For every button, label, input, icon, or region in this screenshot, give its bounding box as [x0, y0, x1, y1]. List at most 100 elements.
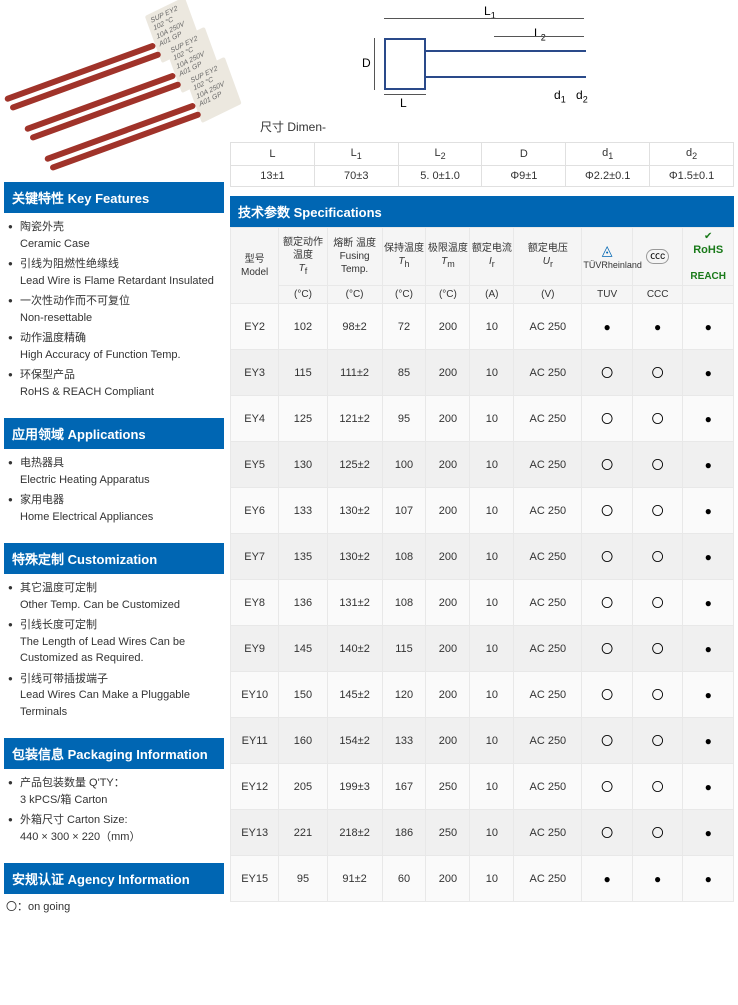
dim-col-header: L1	[314, 143, 398, 166]
dim-col-header: L	[231, 143, 315, 166]
cell-rohs: ●	[683, 764, 734, 810]
cell-model: EY10	[231, 672, 279, 718]
dim-value: 5. 0±1.0	[398, 166, 482, 187]
cell-model: EY5	[231, 442, 279, 488]
cell-th: 120	[382, 672, 426, 718]
cell-th: 108	[382, 580, 426, 626]
cell-th: 108	[382, 534, 426, 580]
cell-ur: AC 250	[514, 672, 582, 718]
cell-ccc: ●	[632, 304, 683, 350]
cell-ur: AC 250	[514, 488, 582, 534]
dim-d1: d1	[554, 88, 566, 104]
list-item: 引线可带插拔端子Lead Wires Can Make a Pluggable …	[6, 671, 222, 721]
cell-tuv: 〇	[582, 396, 633, 442]
cell-tm: 200	[426, 304, 470, 350]
table-row: EY8136131±210820010AC 250〇〇●	[231, 580, 734, 626]
cell-ccc: 〇	[632, 672, 683, 718]
cell-th: 72	[382, 304, 426, 350]
cell-th: 95	[382, 396, 426, 442]
dimension-table: LL1L2Dd1d2 13±170±35. 0±1.0Φ9±1Φ2.2±0.1Φ…	[230, 142, 734, 187]
cell-tm: 200	[426, 718, 470, 764]
cell-model: EY2	[231, 304, 279, 350]
product-image: SUP EY2102 °C10A 250VA01 GP SUP EY2102 °…	[4, 4, 204, 174]
cell-ccc: 〇	[632, 396, 683, 442]
cell-ccc: 〇	[632, 718, 683, 764]
dim-value: Φ9±1	[482, 166, 566, 187]
cell-tm: 200	[426, 626, 470, 672]
cell-fusing: 154±2	[327, 718, 382, 764]
cell-rohs: ●	[683, 856, 734, 902]
cell-tf: 136	[279, 580, 327, 626]
list-item: 环保型产品RoHS & REACH Compliant	[6, 367, 222, 400]
specs-header: 技术参数 Specifications	[230, 196, 734, 227]
cell-tf: 135	[279, 534, 327, 580]
cell-fusing: 145±2	[327, 672, 382, 718]
cell-ur: AC 250	[514, 534, 582, 580]
cell-ur: AC 250	[514, 810, 582, 856]
cell-ur: AC 250	[514, 764, 582, 810]
list-item: 家用电器Home Electrical Appliances	[6, 492, 222, 525]
dim-D: D	[362, 56, 371, 70]
agency-legend: 〇：on going	[4, 894, 224, 918]
cell-model: EY15	[231, 856, 279, 902]
cell-ir: 10	[470, 626, 514, 672]
cell-tf: 130	[279, 442, 327, 488]
applications-header: 应用领域 Applications	[4, 418, 224, 449]
table-row: EY3115111±28520010AC 250〇〇●	[231, 350, 734, 396]
cell-model: EY3	[231, 350, 279, 396]
cell-ir: 10	[470, 672, 514, 718]
cell-tf: 145	[279, 626, 327, 672]
table-row: EY210298±27220010AC 250●●●	[231, 304, 734, 350]
cell-fusing: 131±2	[327, 580, 382, 626]
cell-tf: 160	[279, 718, 327, 764]
dim-col-header: d1	[566, 143, 650, 166]
cell-rohs: ●	[683, 580, 734, 626]
table-row: EY5130125±210020010AC 250〇〇●	[231, 442, 734, 488]
cell-ur: AC 250	[514, 442, 582, 488]
cell-model: EY12	[231, 764, 279, 810]
cell-ir: 10	[470, 350, 514, 396]
cell-model: EY7	[231, 534, 279, 580]
cell-th: 186	[382, 810, 426, 856]
cell-ccc: 〇	[632, 626, 683, 672]
list-item: 其它温度可定制Other Temp. Can be Customized	[6, 580, 222, 613]
list-item: 电热器具Electric Heating Apparatus	[6, 455, 222, 488]
cell-th: 60	[382, 856, 426, 902]
list-item: 产品包装数量 Q'TY：3 kPCS/箱 Carton	[6, 775, 222, 808]
cell-ccc: 〇	[632, 810, 683, 856]
cell-th: 167	[382, 764, 426, 810]
cell-rohs: ●	[683, 672, 734, 718]
cell-tf: 133	[279, 488, 327, 534]
cell-rohs: ●	[683, 350, 734, 396]
dim-L2: L2	[534, 26, 546, 42]
cell-fusing: 125±2	[327, 442, 382, 488]
cell-ccc: 〇	[632, 764, 683, 810]
cell-th: 107	[382, 488, 426, 534]
cell-tf: 150	[279, 672, 327, 718]
key-features-header: 关键特性 Key Features	[4, 182, 224, 213]
list-item: 引线为阻燃性绝缘线Lead Wire is Flame Retardant In…	[6, 256, 222, 289]
cell-ir: 10	[470, 534, 514, 580]
list-item: 引线长度可定制The Length of Lead Wires Can be C…	[6, 617, 222, 667]
applications-body: 电热器具Electric Heating Apparatus 家用电器Home E…	[4, 449, 224, 535]
cell-th: 115	[382, 626, 426, 672]
cell-tuv: 〇	[582, 580, 633, 626]
cell-tm: 200	[426, 488, 470, 534]
list-item: 陶瓷外壳Ceramic Case	[6, 219, 222, 252]
table-row: EY6133130±210720010AC 250〇〇●	[231, 488, 734, 534]
customization-header: 特殊定制 Customization	[4, 543, 224, 574]
cell-tf: 102	[279, 304, 327, 350]
cell-fusing: 199±3	[327, 764, 382, 810]
dimension-drawing: L1 L2 D L d1 d2 尺寸 Dimen- LL1L2Dd1d2 13±…	[230, 4, 734, 174]
cell-fusing: 91±2	[327, 856, 382, 902]
cell-fusing: 140±2	[327, 626, 382, 672]
spec-table: 型号Model 额定动作温度Tf 熔断 温度Fusing Temp. 保持温度T…	[230, 227, 734, 902]
reach-icon: REACH	[690, 271, 726, 282]
cell-tm: 200	[426, 442, 470, 488]
cell-fusing: 98±2	[327, 304, 382, 350]
cell-tuv: 〇	[582, 442, 633, 488]
cell-fusing: 121±2	[327, 396, 382, 442]
cell-tuv: 〇	[582, 718, 633, 764]
table-row: EY10150145±212020010AC 250〇〇●	[231, 672, 734, 718]
cell-rohs: ●	[683, 488, 734, 534]
